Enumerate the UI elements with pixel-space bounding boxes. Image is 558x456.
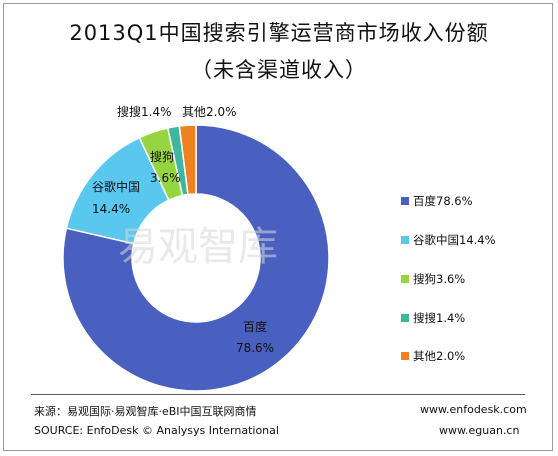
slice-name-label-1: 谷歌中国 — [92, 179, 140, 194]
legend-swatch-4 — [401, 352, 409, 360]
slice-0 — [62, 124, 330, 392]
slice-name-label-0: 百度 — [243, 319, 267, 334]
slice-4 — [178, 124, 197, 196]
chart-subtitle: （未含渠道收入） — [191, 58, 367, 82]
legend: 百度78.6% 谷歌中国14.4% 搜狗3.6% 搜搜1.4% 其他2.0% — [401, 194, 496, 363]
donut-slices — [62, 124, 330, 392]
legend-label-1: 谷歌中国14.4% — [413, 233, 496, 247]
legend-swatch-3 — [401, 314, 409, 322]
watermark: 易观智库 — [118, 224, 278, 270]
source-en: SOURCE: EnfoDesk © Analysys Internationa… — [34, 424, 279, 437]
slice-pct-label-1: 14.4% — [92, 202, 130, 216]
slice-label-outside-3: 搜搜1.4% — [117, 104, 172, 119]
legend-swatch-1 — [401, 236, 409, 244]
legend-swatch-0 — [401, 197, 409, 205]
footer-divider — [31, 394, 525, 395]
legend-swatch-2 — [401, 275, 409, 283]
slice-label-outside-4: 其他2.0% — [182, 105, 237, 119]
source-cn: 来源：易观国际·易观智库·eBI中国互联网商情 — [34, 405, 257, 418]
slice-pct-label-2: 3.6% — [150, 171, 181, 185]
legend-label-3: 搜搜1.4% — [413, 311, 465, 325]
legend-label-0: 百度78.6% — [413, 194, 473, 208]
legend-label-2: 搜狗3.6% — [413, 272, 465, 286]
site-link-enfodesk[interactable]: www.enfodesk.com — [420, 403, 527, 416]
slice-name-label-2: 搜狗 — [150, 149, 174, 164]
chart-title: 2013Q1中国搜索引擎运营商市场收入份额 — [69, 21, 489, 45]
slice-pct-label-0: 78.6% — [236, 341, 274, 355]
slice-labels: 百度 78.6% 谷歌中国 14.4% 搜狗 3.6% 搜搜1.4% 其他2.0% — [92, 104, 274, 355]
legend-label-4: 其他2.0% — [413, 349, 465, 363]
site-link-eguan[interactable]: www.eguan.cn — [439, 424, 520, 437]
